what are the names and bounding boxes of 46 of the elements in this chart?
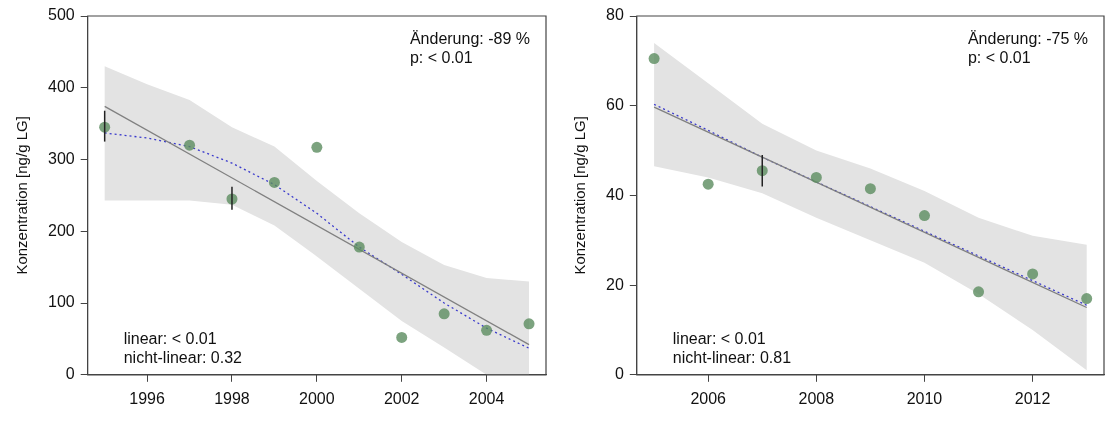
- y-tick-label: 200: [47, 221, 75, 239]
- x-tick-label: 2004: [468, 389, 505, 407]
- point: [311, 141, 323, 153]
- x-tick-label: 1998: [214, 389, 250, 407]
- point: [1081, 293, 1093, 305]
- annotation: nicht-linear: 0.81: [672, 348, 792, 366]
- y-tick-label: 80: [606, 6, 624, 24]
- x-tick-label: 2010: [906, 389, 943, 407]
- point: [481, 324, 493, 336]
- point: [648, 53, 660, 65]
- annotation: linear: < 0.01: [123, 329, 217, 347]
- annotation: linear: < 0.01: [672, 329, 766, 347]
- y-tick-label: 60: [606, 96, 624, 114]
- x-tick-label: 2012: [1014, 389, 1051, 407]
- y-axis-title: Konzentration [ng/g LG]: [571, 116, 589, 275]
- point: [396, 331, 408, 343]
- x-tick-label: 2002: [383, 389, 420, 407]
- point: [810, 171, 822, 183]
- annotation: nicht-linear: 0.32: [123, 348, 243, 366]
- point: [353, 241, 365, 253]
- y-tick-label: 400: [47, 78, 75, 96]
- x-tick-label: 2000: [299, 389, 335, 407]
- point: [523, 318, 535, 330]
- point: [268, 176, 280, 188]
- annotation: p: < 0.01: [967, 49, 1031, 66]
- annotation: Änderung: -75 %: [967, 30, 1088, 47]
- annotation: Änderung: -89 %: [409, 30, 530, 47]
- annotation: p: < 0.01: [409, 49, 473, 66]
- y-tick-label: 20: [606, 275, 624, 293]
- y-tick-label: 40: [606, 185, 624, 203]
- x-tick-label: 2008: [798, 389, 835, 407]
- point: [973, 286, 985, 298]
- point: [918, 210, 930, 222]
- y-tick-label: 100: [47, 293, 75, 311]
- y-tick-label: 0: [65, 365, 75, 383]
- point: [184, 139, 196, 151]
- point: [864, 183, 876, 195]
- point: [438, 308, 450, 320]
- y-tick-label: 0: [614, 365, 624, 383]
- x-tick-label: 2006: [690, 389, 727, 407]
- y-axis-title: Konzentration [ng/g LG]: [13, 116, 31, 275]
- y-tick-label: 300: [47, 149, 75, 167]
- x-tick-label: 1996: [129, 389, 165, 407]
- point: [702, 178, 714, 190]
- point: [1027, 268, 1039, 280]
- y-tick-label: 500: [47, 6, 75, 24]
